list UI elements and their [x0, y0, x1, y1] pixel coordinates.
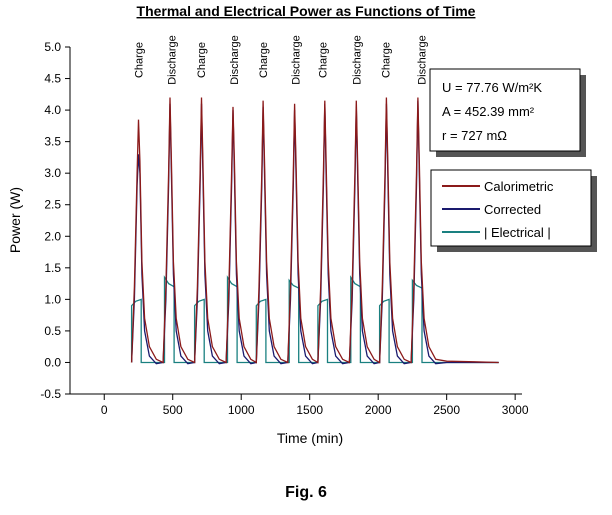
y-tick-label: 1.0: [44, 292, 61, 306]
y-tick-label: 0.5: [44, 324, 61, 338]
x-tick-label: 2000: [365, 403, 392, 417]
series-line: [130, 97, 499, 364]
legend: Calorimetric Corrected | Electrical |: [430, 169, 597, 252]
y-tick-label: 3.0: [44, 166, 61, 180]
y-tick-label: 2.0: [44, 229, 61, 243]
info-box: U = 77.76 W/m²K A = 452.39 mm² r = 727 mΩ: [429, 68, 586, 157]
y-tick-label: 0.0: [44, 355, 61, 369]
annotation: Discharge: [352, 35, 364, 85]
y-tick-label: 3.5: [44, 135, 61, 149]
x-tick-label: 1000: [228, 403, 255, 417]
info-text: r = 727 mΩ: [442, 128, 507, 143]
annotation: Charge: [318, 42, 330, 78]
y-tick-label: 1.5: [44, 261, 61, 275]
annotation: Charge: [258, 42, 270, 78]
y-tick-label: 4.5: [44, 72, 61, 86]
annotation: Discharge: [166, 35, 178, 85]
legend-label: | Electrical |: [484, 225, 551, 240]
chart-title: Thermal and Electrical Power as Function…: [137, 3, 476, 19]
annotation: Discharge: [291, 35, 303, 85]
annotation: Charge: [381, 42, 393, 78]
series-line: [130, 275, 499, 364]
annotation: Discharge: [229, 35, 241, 85]
x-axis-label: Time (min): [277, 430, 343, 446]
x-tick-label: 500: [163, 403, 183, 417]
x-tick-label: 2500: [433, 403, 460, 417]
x-tick-label: 1500: [296, 403, 323, 417]
y-tick-label: -0.5: [40, 387, 61, 401]
annotation: Charge: [196, 42, 208, 78]
info-text: A = 452.39 mm²: [442, 104, 535, 119]
annotation: Discharge: [416, 35, 428, 85]
caption: Fig. 6: [285, 484, 327, 501]
y-tick-label: 2.5: [44, 198, 61, 212]
legend-label: Corrected: [484, 202, 541, 217]
box-frame: [429, 68, 581, 152]
legend-frame: [430, 169, 592, 247]
legend-label: Calorimetric: [484, 179, 554, 194]
info-text: U = 77.76 W/m²K: [442, 80, 542, 95]
y-axis-label: Power (W): [7, 187, 23, 253]
y-tick-label: 5.0: [44, 40, 61, 54]
annotation: Charge: [133, 42, 145, 78]
x-tick-label: 3000: [502, 403, 529, 417]
y-tick-label: 4.0: [44, 103, 61, 117]
x-tick-label: 0: [101, 403, 108, 417]
